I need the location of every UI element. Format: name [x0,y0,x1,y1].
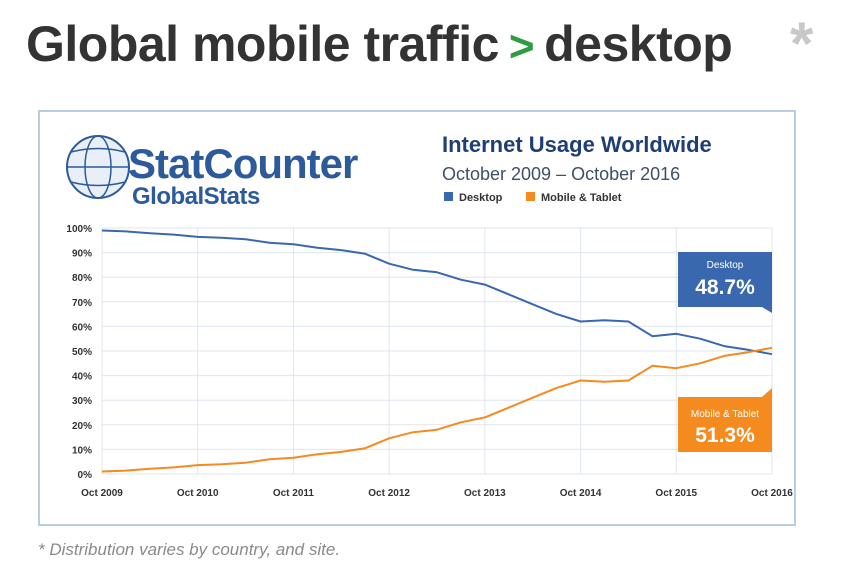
x-tick-label: Oct 2012 [368,488,410,499]
chart-frame: StatCounter GlobalStats Internet Usage W… [38,110,796,526]
y-tick-label: 50% [72,347,92,358]
legend-swatch-mobile [526,192,535,201]
mobile-callout-title: Mobile & Tablet [691,409,759,420]
chart-subtitle: October 2009 – October 2016 [442,164,680,184]
x-tick-label: Oct 2009 [81,488,123,499]
x-axis: Oct 2009 Oct 2010 Oct 2011 Oct 2012 Oct 2013… [81,488,793,499]
y-tick-label: 0% [78,470,93,481]
y-tick-label: 20% [72,421,92,432]
mobile-callout-box [678,388,772,452]
desktop-callout-title: Desktop [707,260,744,271]
asterisk-mark: * [790,10,814,77]
chart-svg: StatCounter GlobalStats Internet Usage W… [66,132,793,499]
desktop-callout-box [678,252,772,313]
desktop-callout: Desktop 48.7% [678,252,772,313]
y-axis: 0% 10% 20% 30% 40% 50% 60% 70% 80% 90% 100% [66,224,92,481]
series-line-desktop [101,229,773,356]
desktop-callout-value: 48.7% [695,276,755,299]
series-layer [101,229,773,473]
headline-part1: Global mobile traffic [26,16,499,72]
y-tick-label: 90% [72,249,92,260]
grid [101,227,773,475]
y-tick-label: 100% [66,224,92,235]
y-tick-label: 40% [72,372,92,383]
footnote: * Distribution varies by country, and si… [38,540,341,559]
headline-separator: > [508,22,535,71]
x-tick-label: Oct 2015 [655,488,697,499]
legend-swatch-desktop [444,192,453,201]
y-tick-label: 80% [72,273,92,284]
mobile-callout: Mobile & Tablet 51.3% [678,388,772,452]
series-line-mobile [101,346,773,473]
x-tick-label: Oct 2013 [464,488,506,499]
legend: Desktop Mobile & Tablet [444,192,622,204]
headline-part2: desktop [544,16,733,72]
logo: StatCounter GlobalStats [66,135,359,210]
legend-label-mobile: Mobile & Tablet [541,192,622,204]
logo-stats: Stats [204,183,260,210]
y-tick-label: 70% [72,298,92,309]
legend-label-desktop: Desktop [459,192,503,204]
svg-text:GlobalStats: GlobalStats [132,183,260,210]
headline: Global mobile traffic > desktop [26,14,733,77]
svg-text:StatCounter: StatCounter [128,140,358,187]
logo-counter: Counter [203,140,358,187]
x-tick-label: Oct 2010 [177,488,219,499]
x-tick-label: Oct 2011 [273,488,315,499]
globe-icon [66,135,130,199]
logo-stat: Stat [128,140,204,187]
y-tick-label: 10% [72,445,92,456]
y-tick-label: 60% [72,322,92,333]
x-tick-label: Oct 2016 [751,488,793,499]
y-tick-label: 30% [72,396,92,407]
logo-global: Global [132,183,204,210]
chart-title: Internet Usage Worldwide [442,132,712,157]
mobile-callout-value: 51.3% [695,424,755,447]
x-tick-label: Oct 2014 [560,488,602,499]
